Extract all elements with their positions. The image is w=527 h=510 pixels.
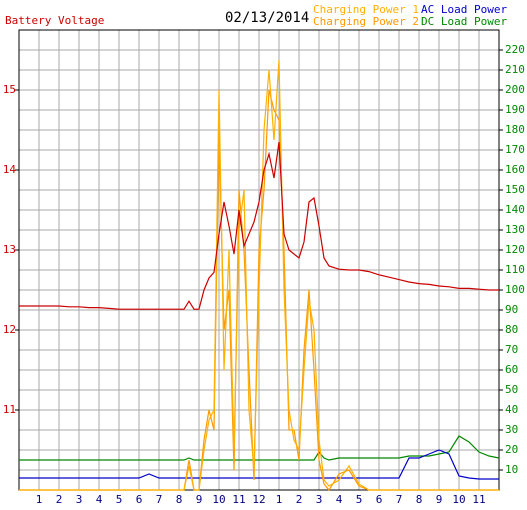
y-tick-label: 11	[3, 403, 16, 416]
plot-border	[18, 29, 500, 491]
y2-tick-label: 220	[505, 43, 525, 56]
x-tick-label: 7	[396, 493, 403, 506]
y2-tick-label: 10	[505, 463, 518, 476]
y2-tick-label: 130	[505, 223, 525, 236]
series-line	[19, 141, 499, 310]
y2-tick-label: 100	[505, 283, 525, 296]
x-tick-label: 6	[376, 493, 383, 506]
y2-tick-label: 90	[505, 303, 518, 316]
x-tick-label: 2	[56, 493, 63, 506]
x-tick-label: 3	[316, 493, 323, 506]
y-tick-label: 13	[3, 243, 16, 256]
y2-tick-label: 120	[505, 243, 525, 256]
series-line	[19, 59, 499, 491]
y-tick-label: 14	[3, 163, 17, 176]
x-tick-label: 9	[196, 493, 203, 506]
series-line	[19, 449, 499, 480]
x-tick-label: 5	[356, 493, 363, 506]
y2-tick-label: 200	[505, 83, 525, 96]
y2-tick-label: 180	[505, 123, 525, 136]
x-tick-label: 11	[472, 493, 485, 506]
x-tick-label: 12	[252, 493, 265, 506]
y2-tick-label: 60	[505, 363, 518, 376]
y2-tick-label: 20	[505, 443, 518, 456]
y2-tick-label: 160	[505, 163, 525, 176]
x-tick-label: 7	[156, 493, 163, 506]
legend-label: AC Load Power	[421, 3, 507, 16]
x-tick-label: 1	[36, 493, 43, 506]
y2-tick-label: 70	[505, 343, 518, 356]
y2-tick-label: 140	[505, 203, 525, 216]
x-tick-label: 8	[176, 493, 183, 506]
legend-label: Charging Power 2	[313, 15, 419, 28]
x-tick-label: 3	[76, 493, 83, 506]
y-tick-label: 15	[3, 83, 16, 96]
chart-title: 02/13/2014	[225, 10, 309, 26]
x-tick-label: 10	[452, 493, 465, 506]
x-tick-label: 6	[136, 493, 143, 506]
y2-tick-label: 210	[505, 63, 525, 76]
x-tick-label: 10	[212, 493, 225, 506]
x-tick-label: 11	[232, 493, 245, 506]
y2-tick-label: 110	[505, 263, 525, 276]
y2-tick-label: 40	[505, 403, 518, 416]
x-tick-label: 8	[416, 493, 423, 506]
y-axis-label: Battery Voltage	[5, 14, 104, 27]
legend-label: DC Load Power	[421, 15, 507, 28]
series-line	[19, 435, 500, 461]
y2-tick-label: 150	[505, 183, 525, 196]
y2-tick-label: 190	[505, 103, 525, 116]
x-tick-label: 5	[116, 493, 123, 506]
y2-tick-label: 50	[505, 383, 518, 396]
x-tick-label: 9	[436, 493, 443, 506]
x-tick-label: 2	[296, 493, 303, 506]
x-tick-label: 1	[276, 493, 283, 506]
x-tick-label: 4	[96, 493, 103, 506]
y-tick-label: 12	[3, 323, 16, 336]
y2-tick-label: 30	[505, 423, 518, 436]
x-tick-label: 4	[336, 493, 343, 506]
y2-tick-label: 170	[505, 143, 525, 156]
y2-tick-label: 80	[505, 323, 518, 336]
legend-label: Charging Power 1	[313, 3, 419, 16]
